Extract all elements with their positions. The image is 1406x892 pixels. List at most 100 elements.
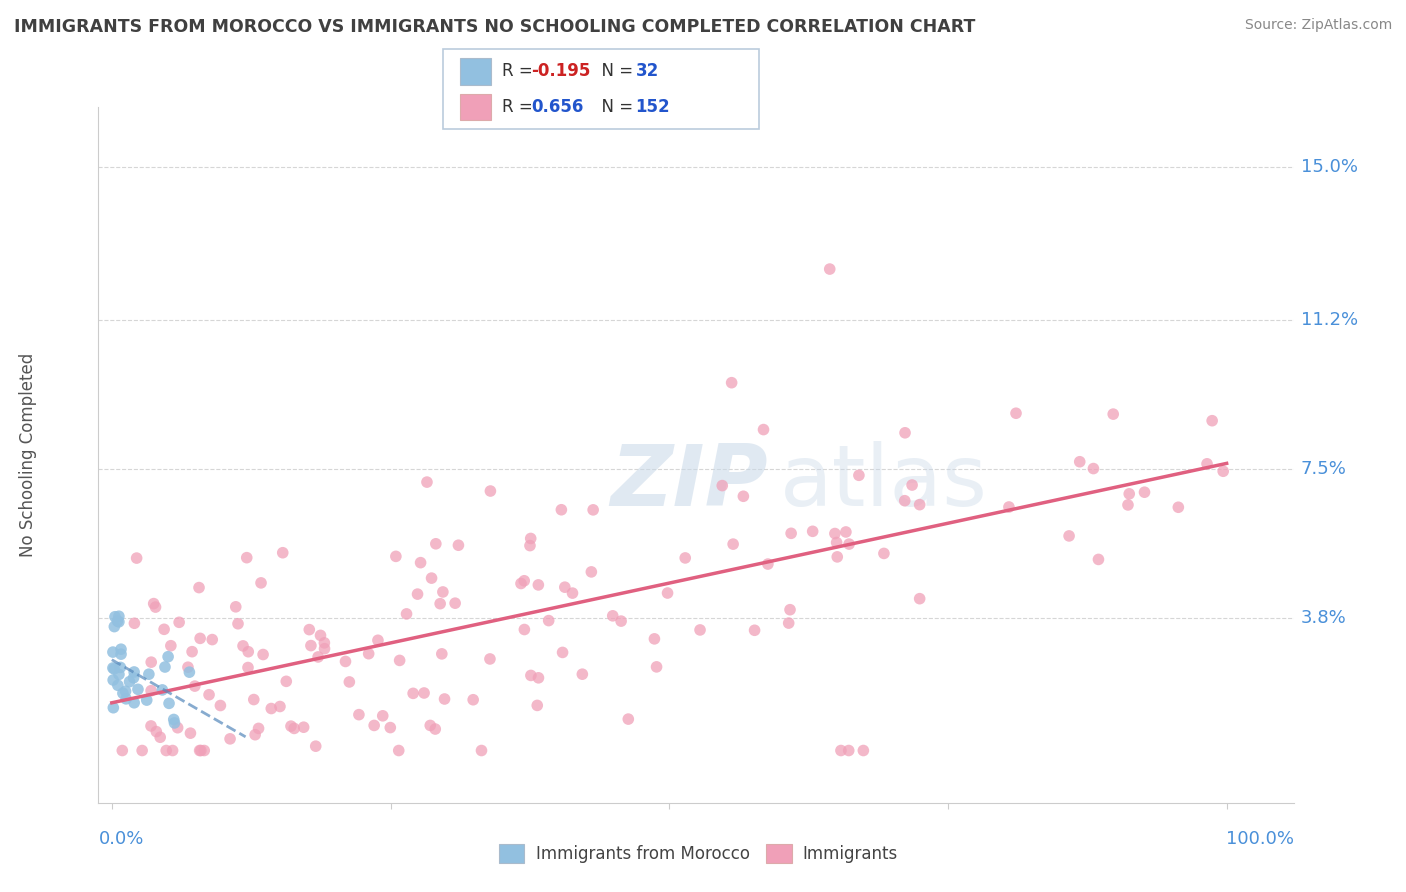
Point — [314, 641, 336, 656]
Point — [243, 728, 266, 742]
Point — [643, 632, 665, 646]
Text: ZIP: ZIP — [610, 442, 768, 524]
Point — [190, 743, 212, 757]
Point — [402, 686, 425, 700]
Point — [179, 726, 201, 740]
Point — [363, 718, 385, 732]
Point — [153, 623, 176, 637]
Point — [163, 713, 186, 727]
Point — [756, 557, 779, 571]
Text: 3.8%: 3.8% — [1301, 609, 1347, 627]
Point — [299, 639, 322, 653]
Point — [193, 743, 215, 757]
Point — [519, 539, 541, 553]
Point — [271, 546, 294, 560]
Point — [101, 673, 124, 687]
Point — [209, 698, 232, 713]
Point — [720, 376, 742, 390]
Point — [447, 538, 470, 552]
Point — [780, 526, 803, 541]
Text: 15.0%: 15.0% — [1301, 159, 1358, 177]
Point — [689, 623, 711, 637]
Point — [1118, 487, 1140, 501]
Text: N =: N = — [591, 62, 638, 80]
Point — [177, 660, 200, 674]
Point — [188, 632, 211, 646]
Point — [236, 660, 259, 674]
Point — [873, 546, 896, 560]
Point — [1212, 464, 1234, 478]
Point — [416, 475, 439, 489]
Point — [520, 668, 543, 682]
Point — [513, 574, 536, 588]
Point — [110, 642, 132, 657]
Point — [157, 649, 180, 664]
Point — [1102, 407, 1125, 421]
Point — [149, 731, 172, 745]
Point — [801, 524, 824, 539]
Point — [107, 614, 129, 628]
Point — [470, 743, 492, 757]
Point — [276, 674, 298, 689]
Point — [908, 498, 931, 512]
Point — [1116, 498, 1139, 512]
Point — [243, 692, 266, 706]
Point — [101, 645, 124, 659]
Point — [554, 580, 576, 594]
Point — [388, 653, 411, 667]
Point — [830, 743, 852, 757]
Point — [232, 639, 254, 653]
Point — [162, 743, 184, 757]
Point — [406, 587, 429, 601]
Point — [519, 532, 541, 546]
Point — [527, 671, 550, 685]
Point — [744, 624, 766, 638]
Point — [235, 550, 257, 565]
Point — [131, 743, 153, 757]
Point — [337, 675, 360, 690]
Point — [526, 698, 548, 713]
Point — [122, 671, 145, 685]
Text: 7.5%: 7.5% — [1301, 460, 1347, 478]
Point — [226, 616, 249, 631]
Point — [252, 648, 274, 662]
Point — [181, 645, 204, 659]
Point — [602, 608, 624, 623]
Point — [238, 645, 260, 659]
Text: 100.0%: 100.0% — [1226, 830, 1294, 847]
Point — [108, 615, 131, 629]
Point — [110, 647, 132, 661]
Point — [115, 691, 138, 706]
Point — [1057, 529, 1080, 543]
Point — [409, 556, 432, 570]
Point — [818, 262, 841, 277]
Point — [425, 537, 447, 551]
Point — [111, 743, 134, 757]
Point — [1087, 552, 1109, 566]
Point — [610, 614, 633, 628]
Point — [247, 722, 270, 736]
Point — [571, 667, 593, 681]
Point — [139, 683, 162, 698]
Point — [114, 684, 136, 698]
Point — [145, 724, 167, 739]
Text: atlas: atlas — [779, 442, 987, 524]
Point — [179, 665, 201, 680]
Point — [167, 615, 190, 630]
Point — [430, 647, 453, 661]
Point — [513, 623, 536, 637]
Point — [395, 607, 418, 621]
Text: 0.0%: 0.0% — [98, 830, 143, 847]
Point — [260, 701, 283, 715]
Point — [142, 597, 165, 611]
Text: 32: 32 — [636, 62, 659, 80]
Point — [380, 721, 402, 735]
Point — [166, 721, 188, 735]
Point — [419, 718, 441, 732]
Point — [432, 585, 454, 599]
Text: IMMIGRANTS FROM MOROCCO VS IMMIGRANTS NO SCHOOLING COMPLETED CORRELATION CHART: IMMIGRANTS FROM MOROCCO VS IMMIGRANTS NO… — [14, 18, 976, 36]
Point — [335, 655, 357, 669]
Point — [779, 603, 801, 617]
Point — [852, 743, 875, 757]
Point — [118, 674, 141, 689]
